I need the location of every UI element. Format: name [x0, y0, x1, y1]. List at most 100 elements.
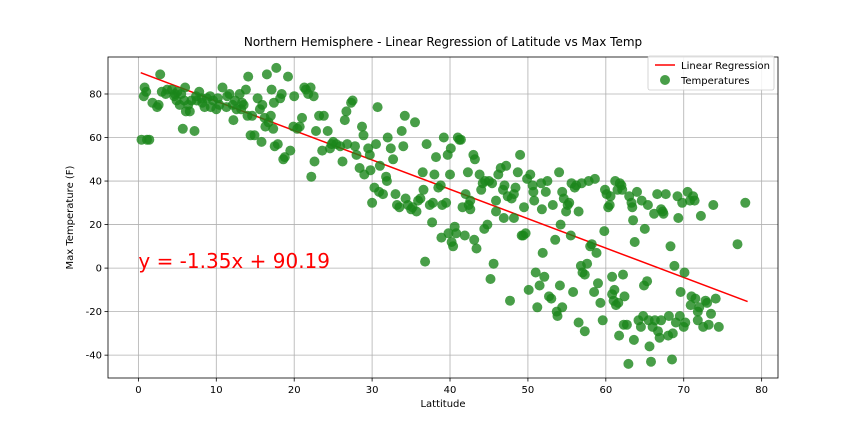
temperature-point: [479, 223, 490, 234]
temperature-point: [415, 193, 426, 204]
temperature-point: [268, 123, 279, 134]
temperature-point: [271, 62, 282, 73]
temperature-point: [350, 141, 360, 152]
temperature-point: [337, 156, 348, 167]
temperature-point: [642, 200, 653, 210]
y-tick-label: 20: [89, 220, 102, 231]
temperature-point: [708, 200, 719, 210]
temperature-point: [657, 206, 668, 217]
temperature-point: [341, 106, 352, 117]
temperature-point: [308, 91, 319, 102]
temperature-point: [435, 180, 446, 191]
plot-frame: [107, 56, 779, 379]
temperature-point: [247, 110, 258, 121]
temperature-point: [228, 115, 239, 126]
temperature-point: [639, 280, 649, 291]
y-tick-label: -40: [86, 351, 102, 362]
temperature-point: [465, 195, 476, 206]
temperature-point: [663, 311, 674, 321]
temperature-point: [551, 306, 562, 317]
temperature-point: [144, 134, 155, 145]
temperature-point: [272, 139, 283, 150]
temperature-point: [288, 121, 299, 132]
temperature-point: [471, 243, 482, 254]
y-tick-label: 40: [89, 177, 102, 188]
temperature-point: [653, 326, 663, 337]
temperature-point: [205, 102, 216, 113]
temperature-point: [141, 86, 152, 97]
temperature-point: [184, 106, 195, 117]
temperature-point: [445, 143, 456, 154]
temperature-point: [399, 110, 410, 121]
temperature-point: [153, 99, 164, 110]
temperature-point: [421, 139, 432, 150]
temperature-point: [431, 152, 441, 163]
y-axis-label: Max Temperature (F): [65, 165, 76, 269]
x-tick-label: 10: [210, 385, 223, 396]
temperature-point: [448, 241, 459, 252]
temperature-point: [462, 167, 473, 178]
temperature-point: [266, 84, 277, 95]
temperature-point: [519, 202, 529, 213]
temperature-point: [420, 256, 431, 267]
temperature-point: [367, 197, 378, 208]
temperature-point: [357, 121, 367, 132]
temperature-point: [382, 132, 393, 143]
temperature-point: [400, 193, 411, 204]
temperature-point: [613, 297, 624, 308]
temperature-point: [243, 71, 254, 82]
temperature-point: [441, 197, 452, 208]
temperature-point: [217, 82, 228, 93]
temperature-point: [240, 84, 251, 95]
temperature-point: [695, 210, 706, 221]
temperature-point: [438, 132, 449, 143]
temperature-point: [309, 156, 320, 167]
temperature-point: [508, 189, 519, 200]
temperature-point: [568, 287, 579, 297]
temperature-point: [618, 319, 629, 330]
temperature-point: [257, 99, 268, 110]
legend: Linear Regression Temperatures: [647, 55, 775, 91]
temperature-point: [410, 117, 420, 128]
temperature-point: [155, 69, 166, 80]
temperature-point: [429, 169, 440, 180]
temperature-point: [417, 167, 428, 178]
temperature-point: [501, 160, 512, 171]
temperature-point: [713, 321, 724, 332]
temperature-point: [579, 269, 590, 280]
temperature-point: [276, 89, 287, 99]
temperature-point: [505, 295, 515, 306]
temperature-point: [573, 206, 584, 217]
temperature-point: [649, 208, 660, 219]
temperature-point: [554, 280, 565, 291]
temperature-point: [628, 215, 639, 226]
temperature-point: [465, 204, 476, 215]
temperature-point: [445, 169, 455, 180]
temperature-point: [385, 143, 396, 154]
temperature-point: [627, 202, 638, 213]
temperature-point: [597, 315, 608, 326]
temperature-point: [162, 84, 173, 95]
temperature-point: [297, 112, 307, 123]
temperature-point: [679, 267, 690, 278]
temperature-point: [667, 328, 678, 339]
x-tick-label: 20: [288, 385, 301, 396]
temperature-point: [347, 95, 358, 106]
temperature-point: [646, 356, 656, 367]
temperature-point: [607, 271, 618, 282]
temperature-point: [694, 302, 705, 313]
temperature-point: [532, 302, 543, 313]
y-tick-label: 60: [89, 133, 102, 144]
temperature-point: [589, 173, 600, 184]
temperature-point: [311, 126, 321, 136]
legend-label-regression: Linear Regression: [681, 61, 770, 72]
temperature-point: [669, 260, 680, 271]
temperature-point: [278, 154, 289, 165]
temperature-point: [317, 145, 328, 156]
x-tick-label: 60: [599, 385, 612, 396]
legend-box: [647, 55, 775, 91]
temperature-point: [318, 110, 329, 121]
temperature-point: [593, 278, 603, 289]
temperature-point: [537, 247, 548, 258]
